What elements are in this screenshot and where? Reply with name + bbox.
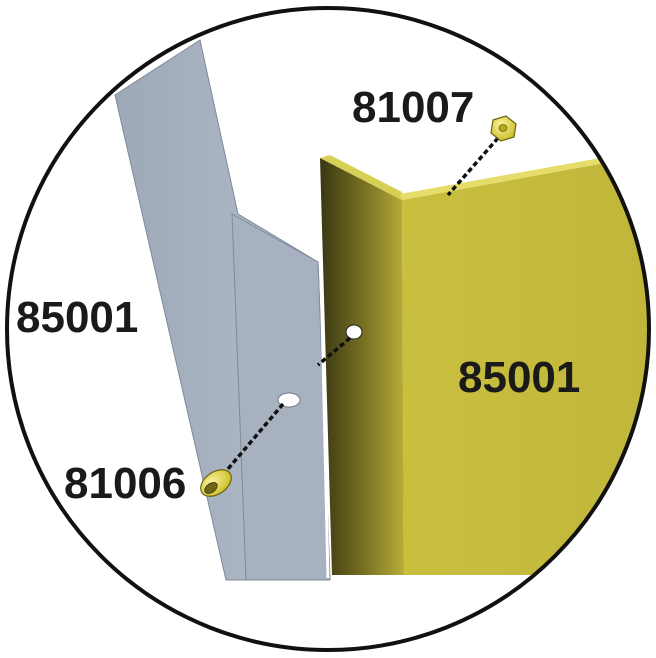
- label-nut-81007: 81007: [352, 83, 474, 132]
- label-bolt-81006: 81006: [64, 459, 186, 508]
- clipped-scene: [114, 39, 649, 581]
- hole-gray-panel: [277, 392, 301, 408]
- hole-yellow-panel: [345, 324, 363, 340]
- detail-circle-frame: [5, 6, 651, 652]
- dashed-line-nut: [446, 136, 500, 197]
- yellow-panel-top-edge: [320, 155, 402, 200]
- yellow-panel-side: [320, 158, 404, 575]
- panel-gap: [319, 267, 330, 579]
- label-yellow-panel-85001: 85001: [458, 353, 580, 402]
- hex-nut-icon: [490, 115, 517, 142]
- yellow-panel-face: [402, 162, 649, 575]
- dashed-line-through-panels: [316, 336, 352, 367]
- label-gray-panel-85001: 85001: [16, 293, 138, 342]
- bolt-head-icon: [200, 469, 232, 497]
